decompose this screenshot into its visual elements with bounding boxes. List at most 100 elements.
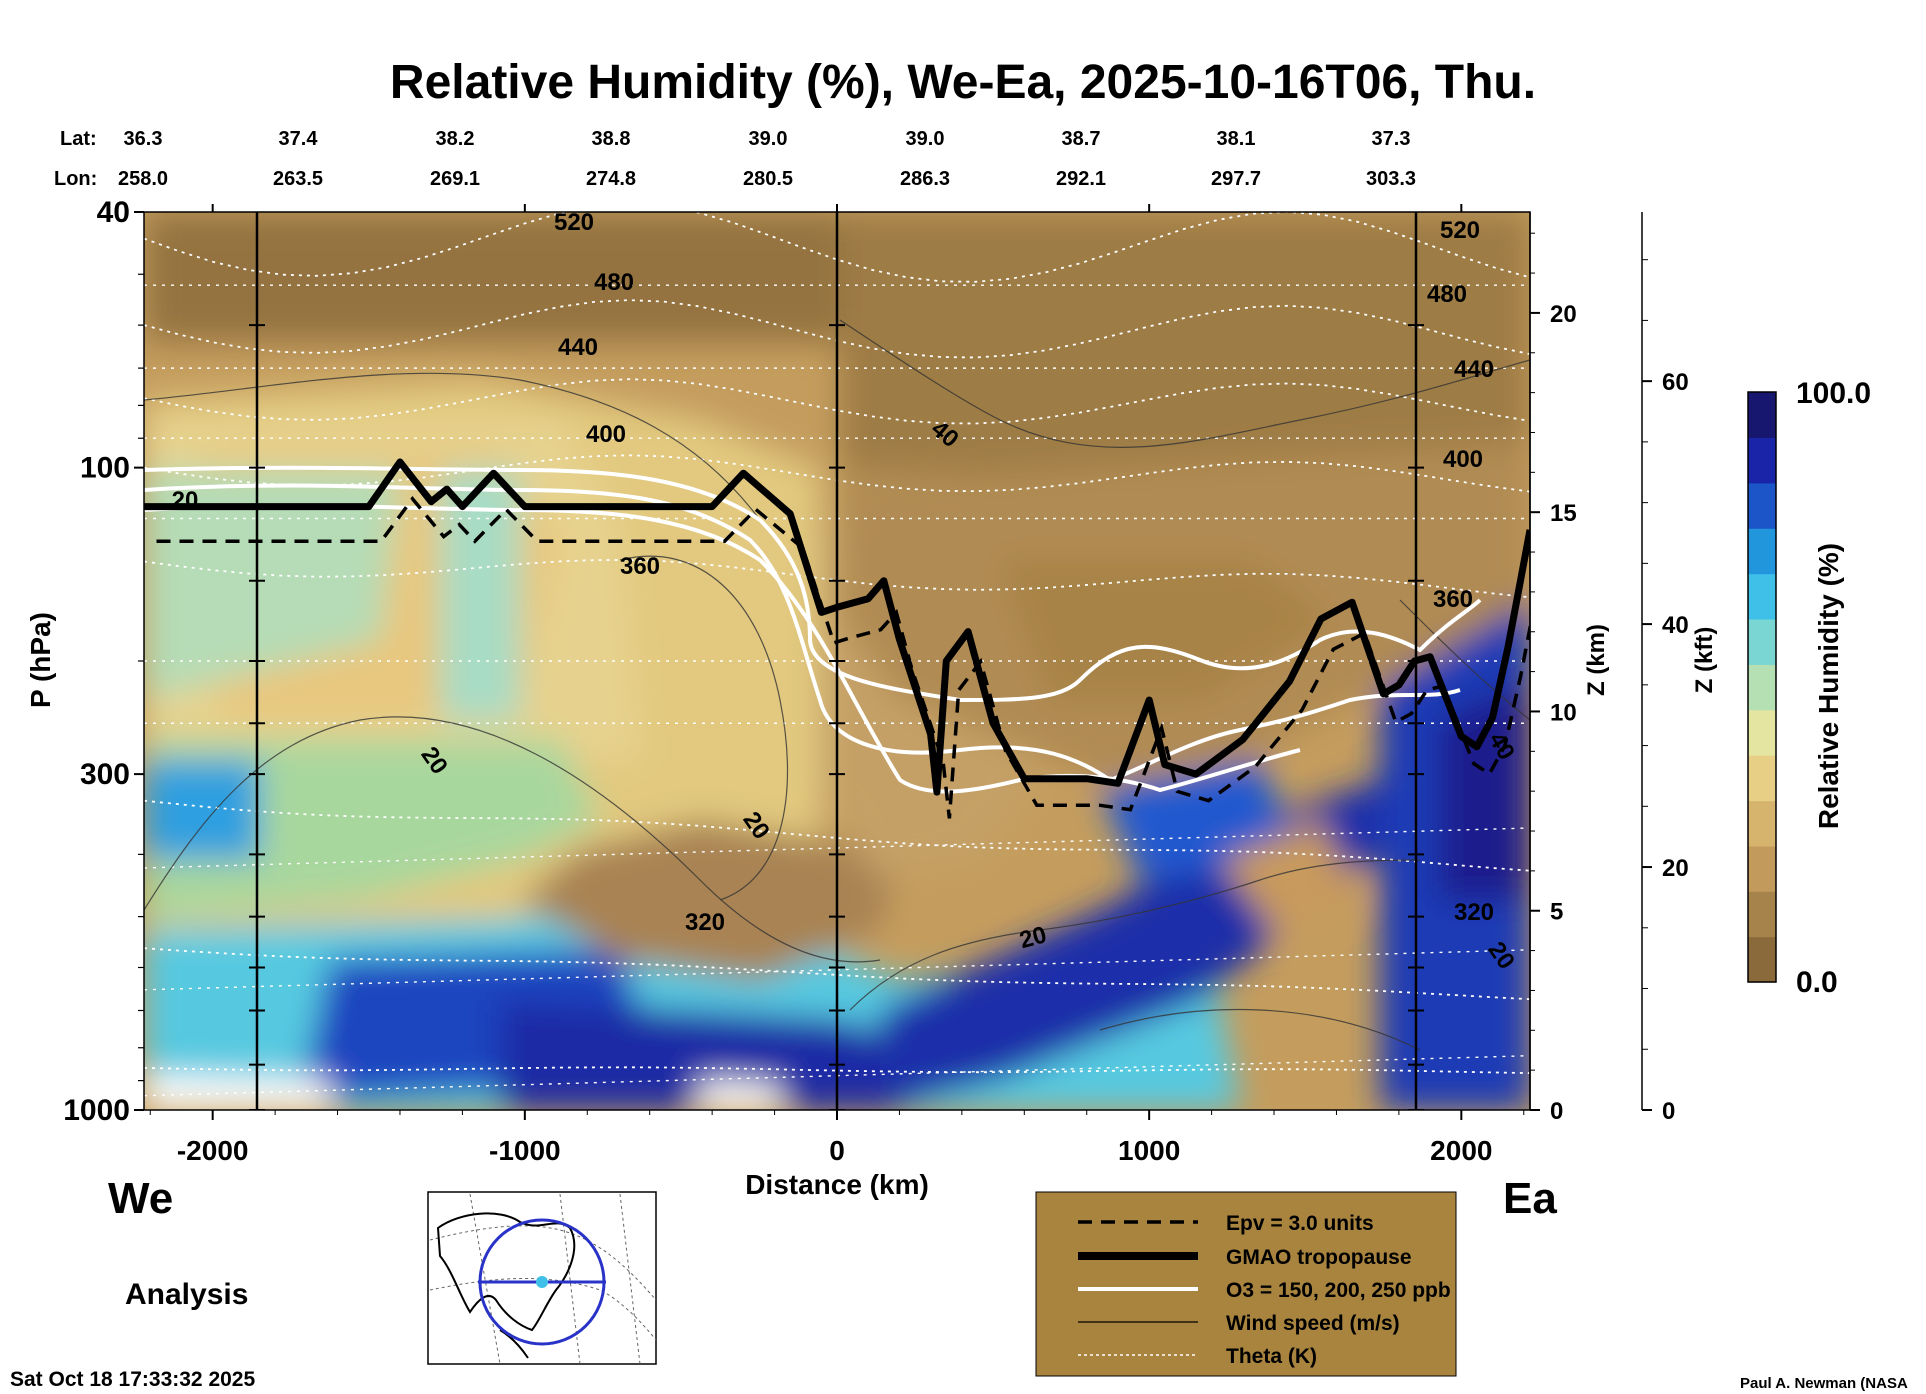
colorbar-segment — [1748, 618, 1776, 665]
z-km-axis: 20 15 10 5 0 — [1529, 212, 1577, 1125]
theta-label: 400 — [586, 421, 626, 448]
z-kft-tick-label: 40 — [1662, 612, 1689, 639]
lon-value: 274.8 — [586, 168, 636, 190]
z-km-tick-label: 10 — [1550, 699, 1577, 726]
theta-contour — [144, 378, 1530, 425]
y-tick-label: 300 — [80, 758, 130, 791]
z-km-tick-label: 0 — [1550, 1098, 1563, 1125]
lon-value: 258.0 — [118, 168, 168, 190]
theta-label: 320 — [1454, 899, 1494, 926]
colorbar-min: 0.0 — [1796, 966, 1838, 999]
credit: Paul A. Newman (NASA — [1740, 1375, 1908, 1392]
colorbar-segment — [1748, 709, 1776, 756]
y-tick-label: 100 — [80, 452, 130, 485]
theta-label: 440 — [558, 334, 598, 361]
theta-label: 520 — [554, 209, 594, 236]
colorbar-segment — [1748, 437, 1776, 484]
theta-label: 480 — [1427, 281, 1467, 308]
x-tick-label: -2000 — [177, 1135, 249, 1166]
theta-label: 480 — [594, 269, 634, 296]
lon-label: Lon: — [54, 168, 97, 190]
lon-value: 280.5 — [743, 168, 793, 190]
lat-values: 36.3 37.4 38.2 38.8 39.0 39.0 38.7 38.1 37.3 — [124, 128, 1411, 150]
colorbar-segment — [1748, 755, 1776, 802]
lon-value: 286.3 — [900, 168, 950, 190]
west-label: We — [108, 1174, 173, 1223]
lon-value: 303.3 — [1366, 168, 1416, 190]
theta-label: 360 — [620, 553, 660, 580]
colorbar-segment — [1748, 482, 1776, 529]
lat-value: 39.0 — [906, 128, 945, 150]
colorbar-frame — [1747, 391, 1777, 983]
z-kft-tick-label: 0 — [1662, 1098, 1675, 1125]
z-km-tick-label: 20 — [1550, 301, 1577, 328]
colorbar-segment — [1748, 392, 1776, 438]
lat-value: 37.4 — [279, 128, 319, 150]
z-km-tick-label: 5 — [1550, 899, 1563, 926]
lat-value: 38.2 — [436, 128, 475, 150]
lon-value: 263.5 — [273, 168, 323, 190]
lat-label: Lat: — [60, 128, 97, 150]
x-tick-label: 0 — [829, 1135, 845, 1166]
ref-line-ticks — [249, 324, 1424, 1110]
theta-label: 520 — [1440, 217, 1480, 244]
lon-value: 292.1 — [1056, 168, 1106, 190]
lon-value: 269.1 — [430, 168, 480, 190]
colorbar-max: 100.0 — [1796, 377, 1871, 410]
colorbar — [1747, 391, 1777, 983]
legend-epv-label: Epv = 3.0 units — [1226, 1212, 1374, 1235]
lat-lon-header: Lat: Lon: 36.3 37.4 38.2 38.8 39.0 39.0 38.7 38… — [54, 128, 1416, 190]
lat-value: 39.0 — [749, 128, 788, 150]
z-kft-axis: 60 40 20 0 — [1642, 259, 1689, 1125]
lon-value: 297.7 — [1211, 168, 1261, 190]
z-kft-label: Z (kft) — [1691, 627, 1718, 694]
epv-line — [156, 495, 1530, 819]
inset-map — [427, 1191, 657, 1365]
z-kft-tick-label: 60 — [1662, 369, 1689, 396]
x-tick-label: 2000 — [1430, 1135, 1492, 1166]
x-tick-label: -1000 — [489, 1135, 561, 1166]
timestamp: Sat Oct 18 17:33:32 2025 — [10, 1368, 255, 1391]
east-label: Ea — [1503, 1174, 1557, 1223]
analysis-label: Analysis — [125, 1278, 248, 1311]
lat-value: 38.8 — [592, 128, 631, 150]
x-tick-label: 1000 — [1118, 1135, 1180, 1166]
colorbar-segment — [1748, 573, 1776, 620]
colorbar-segment — [1748, 664, 1776, 711]
colorbar-label: Relative Humidity (%) — [1813, 543, 1844, 829]
wind-contours — [144, 319, 1530, 1051]
x-axis-label: Distance (km) — [745, 1169, 929, 1200]
chart-title: Relative Humidity (%), We-Ea, 2025-10-16… — [390, 56, 1536, 109]
y-tick-label: 1000 — [63, 1094, 130, 1127]
legend: Epv = 3.0 units GMAO tropopause O3 = 150… — [1035, 1191, 1457, 1377]
lon-values: 258.0 263.5 269.1 274.8 280.5 286.3 292.1 297.7… — [118, 168, 1416, 190]
legend-wind-label: Wind speed (m/s) — [1226, 1312, 1400, 1335]
y-tick-label: 40 — [97, 196, 130, 229]
colorbar-segment — [1748, 845, 1776, 892]
colorbar-segment — [1748, 800, 1776, 847]
z-km-tick-label: 15 — [1550, 500, 1577, 527]
colorbar-segment — [1748, 936, 1776, 983]
legend-theta-label: Theta (K) — [1226, 1345, 1317, 1368]
colorbar-segment — [1748, 891, 1776, 938]
theta-label: 320 — [685, 909, 725, 936]
lat-value: 38.7 — [1062, 128, 1101, 150]
legend-ozone-label: O3 = 150, 200, 250 ppb — [1226, 1279, 1451, 1302]
tropopause-line — [144, 458, 1530, 796]
theta-label: 400 — [1443, 446, 1483, 473]
theta-label: 360 — [1433, 586, 1473, 613]
theta-label: 440 — [1454, 356, 1494, 383]
x-axis-ticks: -2000 -1000 0 1000 2000 — [149, 204, 1525, 1166]
legend-tropopause-label: GMAO tropopause — [1226, 1246, 1412, 1269]
theta-labels: 520 480 440 400 360 320 520 480 440 400 360 320 — [554, 209, 1494, 936]
wind-label: 20 — [172, 487, 199, 514]
y-axis-ticks: 40 100 300 1000 — [63, 196, 144, 1127]
lat-value: 36.3 — [124, 128, 163, 150]
colorbar-segment — [1748, 528, 1776, 575]
lat-value: 38.1 — [1217, 128, 1256, 150]
lat-value: 37.3 — [1372, 128, 1411, 150]
y-axis-label: P (hPa) — [25, 612, 56, 708]
z-km-label: Z (km) — [1583, 624, 1610, 696]
z-kft-tick-label: 20 — [1662, 855, 1689, 882]
